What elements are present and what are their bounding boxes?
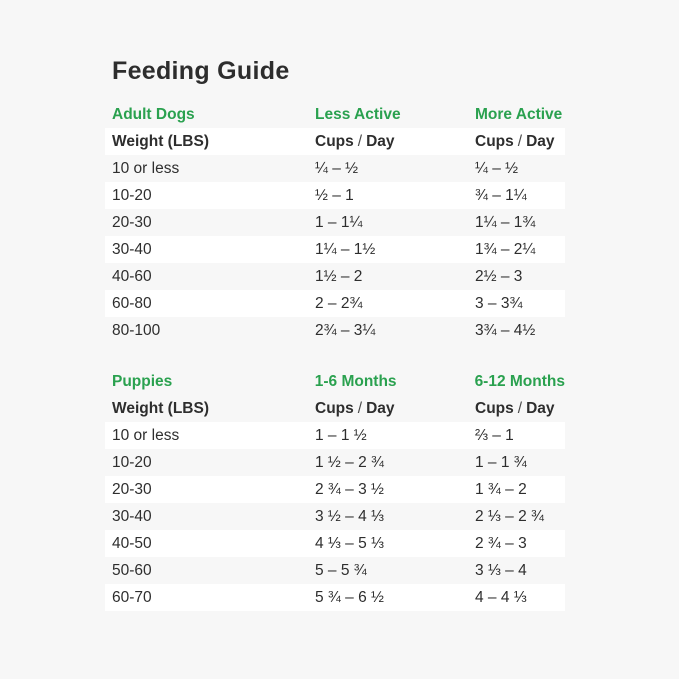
table-row: 40-60 1½ – 2 2½ – 3 — [105, 263, 565, 290]
cups-6-12-months: 2 ⅓ – 2 ¾ — [475, 507, 544, 525]
cups-per-day-header: Cups / Day — [315, 133, 475, 151]
cups-word: Cups — [475, 132, 514, 150]
puppies-section-header: Puppies 1-6 Months 6-12 Months — [105, 369, 565, 395]
cups-6-12-months: 1 – 1 ¾ — [475, 453, 527, 471]
cups-1-6-months: 2 ¾ – 3 ½ — [315, 480, 384, 498]
cups-1-6-months: 5 – 5 ¾ — [315, 561, 367, 579]
weight-value: 60-80 — [112, 294, 152, 312]
table-row: 30-40 3 ½ – 4 ⅓ 2 ⅓ – 2 ¾ — [105, 503, 565, 530]
cups-6-12-months: 3 ⅓ – 4 — [475, 561, 527, 579]
puppies-rows: Weight (LBS) Cups / Day Cups / Day 10 or les… — [105, 395, 565, 611]
day-word: Day — [526, 399, 555, 417]
slash-separator: / — [517, 399, 523, 417]
cups-word: Cups — [315, 132, 354, 150]
cups-per-day-header: Cups / Day — [475, 133, 565, 151]
table-row: 60-70 5 ¾ – 6 ½ 4 – 4 ⅓ — [105, 584, 565, 611]
more-active-cups: 1¼ – 1¾ — [475, 213, 536, 231]
slash-separator: / — [357, 132, 363, 150]
weight-value: 20-30 — [112, 213, 152, 231]
weight-value: 60-70 — [112, 588, 152, 606]
cups-6-12-months: 2 ¾ – 3 — [475, 534, 527, 552]
cups-1-6-months: 4 ⅓ – 5 ⅓ — [315, 534, 384, 552]
weight-value: 80-100 — [112, 321, 161, 339]
table-header-row: Weight (LBS) Cups / Day Cups / Day — [105, 128, 565, 155]
cups-per-day-header: Cups / Day — [315, 400, 475, 418]
less-active-cups: 2¾ – 3¼ — [315, 321, 376, 339]
more-active-cups: 3¾ – 4½ — [475, 321, 536, 339]
adult-dogs-rows: Weight (LBS) Cups / Day Cups / Day 10 or les… — [105, 128, 565, 344]
table-row: 20-30 1 – 1¼ 1¼ – 1¾ — [105, 209, 565, 236]
weight-value: 10 or less — [112, 159, 180, 177]
less-active-cups: 2 – 2¾ — [315, 294, 363, 312]
weight-value: 50-60 — [112, 561, 152, 579]
table-row: 10-20 ½ – 1 ¾ – 1¼ — [105, 182, 565, 209]
feeding-guide-container: Feeding Guide Adult Dogs Less Active Mor… — [105, 57, 565, 611]
cups-1-6-months: 3 ½ – 4 ⅓ — [315, 507, 384, 525]
weight-header: Weight (LBS) — [112, 399, 210, 417]
less-active-cups: 1½ – 2 — [315, 267, 363, 285]
puppies-table: Puppies 1-6 Months 6-12 Months Weight (L… — [105, 369, 565, 611]
cups-6-12-months: 4 – 4 ⅓ — [475, 588, 527, 606]
more-active-cups: 2½ – 3 — [475, 267, 523, 285]
less-active-cups: ¼ – ½ — [315, 159, 359, 177]
weight-value: 20-30 — [112, 480, 152, 498]
weight-value: 40-60 — [112, 267, 152, 285]
slash-separator: / — [517, 132, 523, 150]
section-title-adult-dogs: Adult Dogs — [112, 106, 195, 123]
adult-dogs-table: Adult Dogs Less Active More Active Weigh… — [105, 102, 565, 344]
cups-6-12-months: ⅔ – 1 — [475, 426, 514, 444]
less-active-cups: ½ – 1 — [315, 186, 354, 204]
weight-value: 40-50 — [112, 534, 152, 552]
less-active-cups: 1¼ – 1½ — [315, 240, 376, 258]
more-active-cups: 3 – 3¾ — [475, 294, 523, 312]
table-row: 80-100 2¾ – 3¼ 3¾ – 4½ — [105, 317, 565, 344]
weight-value: 10-20 — [112, 186, 152, 204]
cups-6-12-months: 1 ¾ – 2 — [475, 480, 527, 498]
cups-1-6-months: 1 ½ – 2 ¾ — [315, 453, 384, 471]
table-row: 30-40 1¼ – 1½ 1¾ – 2¼ — [105, 236, 565, 263]
slash-separator: / — [357, 399, 363, 417]
table-row: 40-50 4 ⅓ – 5 ⅓ 2 ¾ – 3 — [105, 530, 565, 557]
cups-word: Cups — [475, 399, 514, 417]
column-header-more-active: More Active — [475, 106, 563, 123]
column-header-6-12-months: 6-12 Months — [474, 373, 565, 390]
table-row: 10 or less ¼ – ½ ¼ – ½ — [105, 155, 565, 182]
section-title-puppies: Puppies — [112, 373, 173, 390]
table-row: 10-20 1 ½ – 2 ¾ 1 – 1 ¾ — [105, 449, 565, 476]
column-header-less-active: Less Active — [315, 106, 401, 123]
cups-1-6-months: 1 – 1 ½ — [315, 426, 367, 444]
column-header-1-6-months: 1-6 Months — [314, 373, 397, 390]
cups-1-6-months: 5 ¾ – 6 ½ — [315, 588, 384, 606]
table-row: 20-30 2 ¾ – 3 ½ 1 ¾ – 2 — [105, 476, 565, 503]
day-word: Day — [366, 132, 395, 150]
more-active-cups: ¾ – 1¼ — [475, 186, 527, 204]
weight-header: Weight (LBS) — [112, 132, 210, 150]
day-word: Day — [366, 399, 395, 417]
adult-dogs-section-header: Adult Dogs Less Active More Active — [105, 102, 565, 128]
cups-per-day-header: Cups / Day — [475, 400, 565, 418]
day-word: Day — [526, 132, 555, 150]
weight-value: 10-20 — [112, 453, 152, 471]
more-active-cups: 1¾ – 2¼ — [475, 240, 536, 258]
table-row: 10 or less 1 – 1 ½ ⅔ – 1 — [105, 422, 565, 449]
weight-value: 10 or less — [112, 426, 180, 444]
less-active-cups: 1 – 1¼ — [315, 213, 363, 231]
page-title: Feeding Guide — [112, 57, 290, 85]
more-active-cups: ¼ – ½ — [475, 159, 519, 177]
cups-word: Cups — [315, 399, 354, 417]
table-row: 60-80 2 – 2¾ 3 – 3¾ — [105, 290, 565, 317]
weight-value: 30-40 — [112, 507, 152, 525]
weight-value: 30-40 — [112, 240, 152, 258]
table-row: 50-60 5 – 5 ¾ 3 ⅓ – 4 — [105, 557, 565, 584]
table-header-row: Weight (LBS) Cups / Day Cups / Day — [105, 395, 565, 422]
